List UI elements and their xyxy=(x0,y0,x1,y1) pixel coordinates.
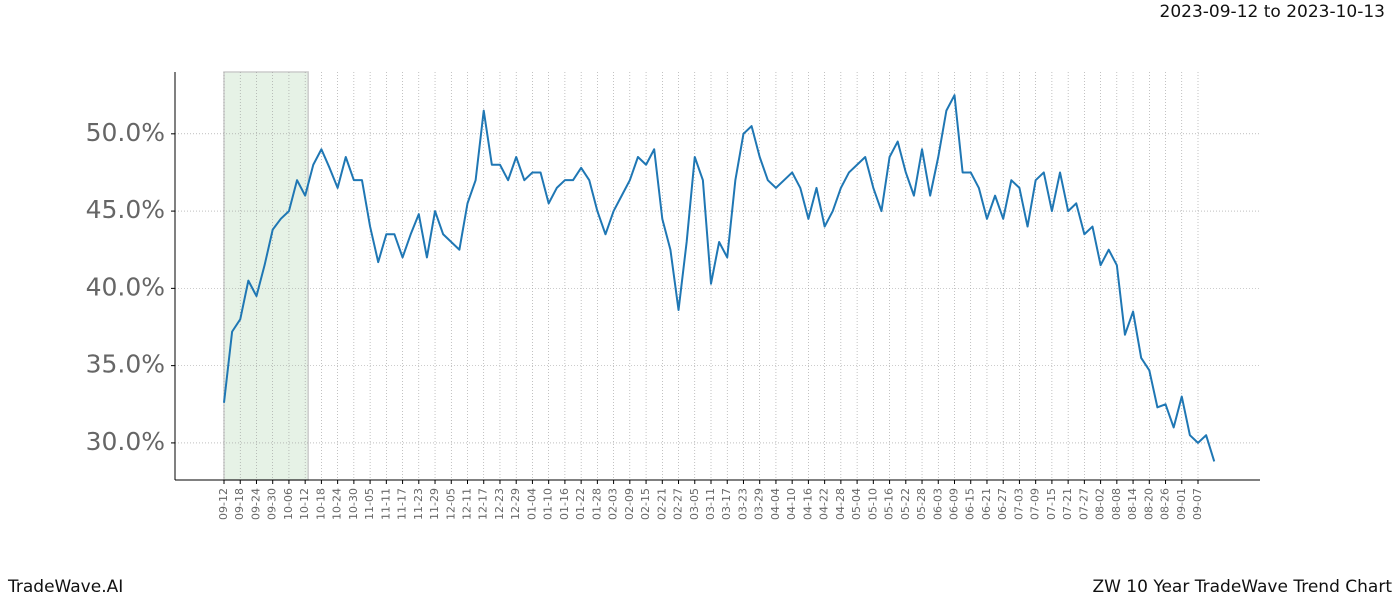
x-tick-label: 04-22 xyxy=(818,488,831,520)
x-tick-label: 03-29 xyxy=(753,488,766,520)
x-tick-label: 08-08 xyxy=(1110,488,1123,520)
x-tick-label: 04-16 xyxy=(801,488,814,520)
x-tick-label: 12-11 xyxy=(461,488,474,520)
y-tick-label: 40.0% xyxy=(86,272,165,301)
x-tick-label: 11-29 xyxy=(428,488,441,520)
x-tick-label: 09-18 xyxy=(233,488,246,520)
chart-subtitle: 2023-09-12 to 2023-10-13 xyxy=(1160,2,1385,22)
x-tick-label: 07-03 xyxy=(1012,488,1025,520)
x-tick-label: 09-30 xyxy=(266,488,279,520)
x-tick-label: 06-27 xyxy=(996,488,1009,520)
x-tick-label: 08-26 xyxy=(1159,488,1172,520)
x-tick-label: 12-23 xyxy=(493,488,506,520)
x-tick-label: 12-17 xyxy=(477,488,490,520)
x-tick-label: 07-15 xyxy=(1045,488,1058,520)
footer-right: ZW 10 Year TradeWave Trend Chart xyxy=(1092,577,1392,597)
x-tick-label: 04-28 xyxy=(834,488,847,520)
x-tick-label: 09-01 xyxy=(1175,488,1188,520)
y-tick-label: 45.0% xyxy=(86,195,165,224)
x-tick-label: 08-02 xyxy=(1094,488,1107,520)
y-tick-label: 35.0% xyxy=(86,350,165,379)
x-tick-label: 02-21 xyxy=(655,488,668,520)
x-tick-label: 10-30 xyxy=(347,488,360,520)
x-tick-label: 11-17 xyxy=(396,488,409,520)
x-tick-label: 10-12 xyxy=(298,488,311,520)
x-tick-label: 07-21 xyxy=(1061,488,1074,520)
footer-left: TradeWave.AI xyxy=(7,577,123,597)
x-tick-label: 10-06 xyxy=(282,488,295,520)
x-tick-label: 06-03 xyxy=(931,488,944,520)
x-tick-label: 10-24 xyxy=(331,488,344,520)
x-tick-label: 11-23 xyxy=(412,488,425,520)
x-tick-label: 06-15 xyxy=(964,488,977,520)
x-tick-label: 05-10 xyxy=(866,488,879,520)
x-tick-label: 01-04 xyxy=(525,488,538,520)
x-tick-label: 12-05 xyxy=(444,488,457,520)
x-tick-label: 02-27 xyxy=(672,488,685,520)
x-tick-label: 10-18 xyxy=(314,488,327,520)
y-tick-label: 50.0% xyxy=(86,118,165,147)
x-tick-label: 03-23 xyxy=(736,488,749,520)
x-tick-label: 08-20 xyxy=(1142,488,1155,520)
x-tick-label: 12-29 xyxy=(509,488,522,520)
x-tick-label: 05-22 xyxy=(899,488,912,520)
x-tick-label: 01-22 xyxy=(574,488,587,520)
x-tick-label: 03-11 xyxy=(704,488,717,520)
x-tick-label: 04-10 xyxy=(785,488,798,520)
x-tick-label: 01-16 xyxy=(558,488,571,520)
x-tick-label: 04-04 xyxy=(769,488,782,520)
x-tick-label: 06-09 xyxy=(948,488,961,520)
x-tick-label: 08-14 xyxy=(1126,488,1139,520)
x-tick-label: 06-21 xyxy=(980,488,993,520)
highlight-span xyxy=(223,71,309,481)
x-tick-label: 09-24 xyxy=(249,488,262,520)
x-tick-label: 02-15 xyxy=(639,488,652,520)
trend-line xyxy=(223,94,1216,462)
x-tick-label: 01-28 xyxy=(590,488,603,520)
x-tick-label: 07-09 xyxy=(1029,488,1042,520)
y-tick-label: 30.0% xyxy=(86,427,165,456)
x-tick-label: 11-11 xyxy=(379,488,392,520)
x-tick-label: 02-03 xyxy=(607,488,620,520)
x-tick-label: 02-09 xyxy=(623,488,636,520)
x-tick-label: 05-16 xyxy=(883,488,896,520)
x-tick-label: 01-10 xyxy=(542,488,555,520)
x-tick-label: 03-17 xyxy=(720,488,733,520)
x-tick-label: 03-05 xyxy=(688,488,701,520)
x-tick-label: 09-07 xyxy=(1191,488,1204,520)
x-tick-label: 11-05 xyxy=(363,488,376,520)
x-tick-label: 07-27 xyxy=(1077,488,1090,520)
x-tick-label: 05-04 xyxy=(850,488,863,520)
x-tick-label: 05-28 xyxy=(915,488,928,520)
x-tick-label: 09-12 xyxy=(217,488,230,520)
